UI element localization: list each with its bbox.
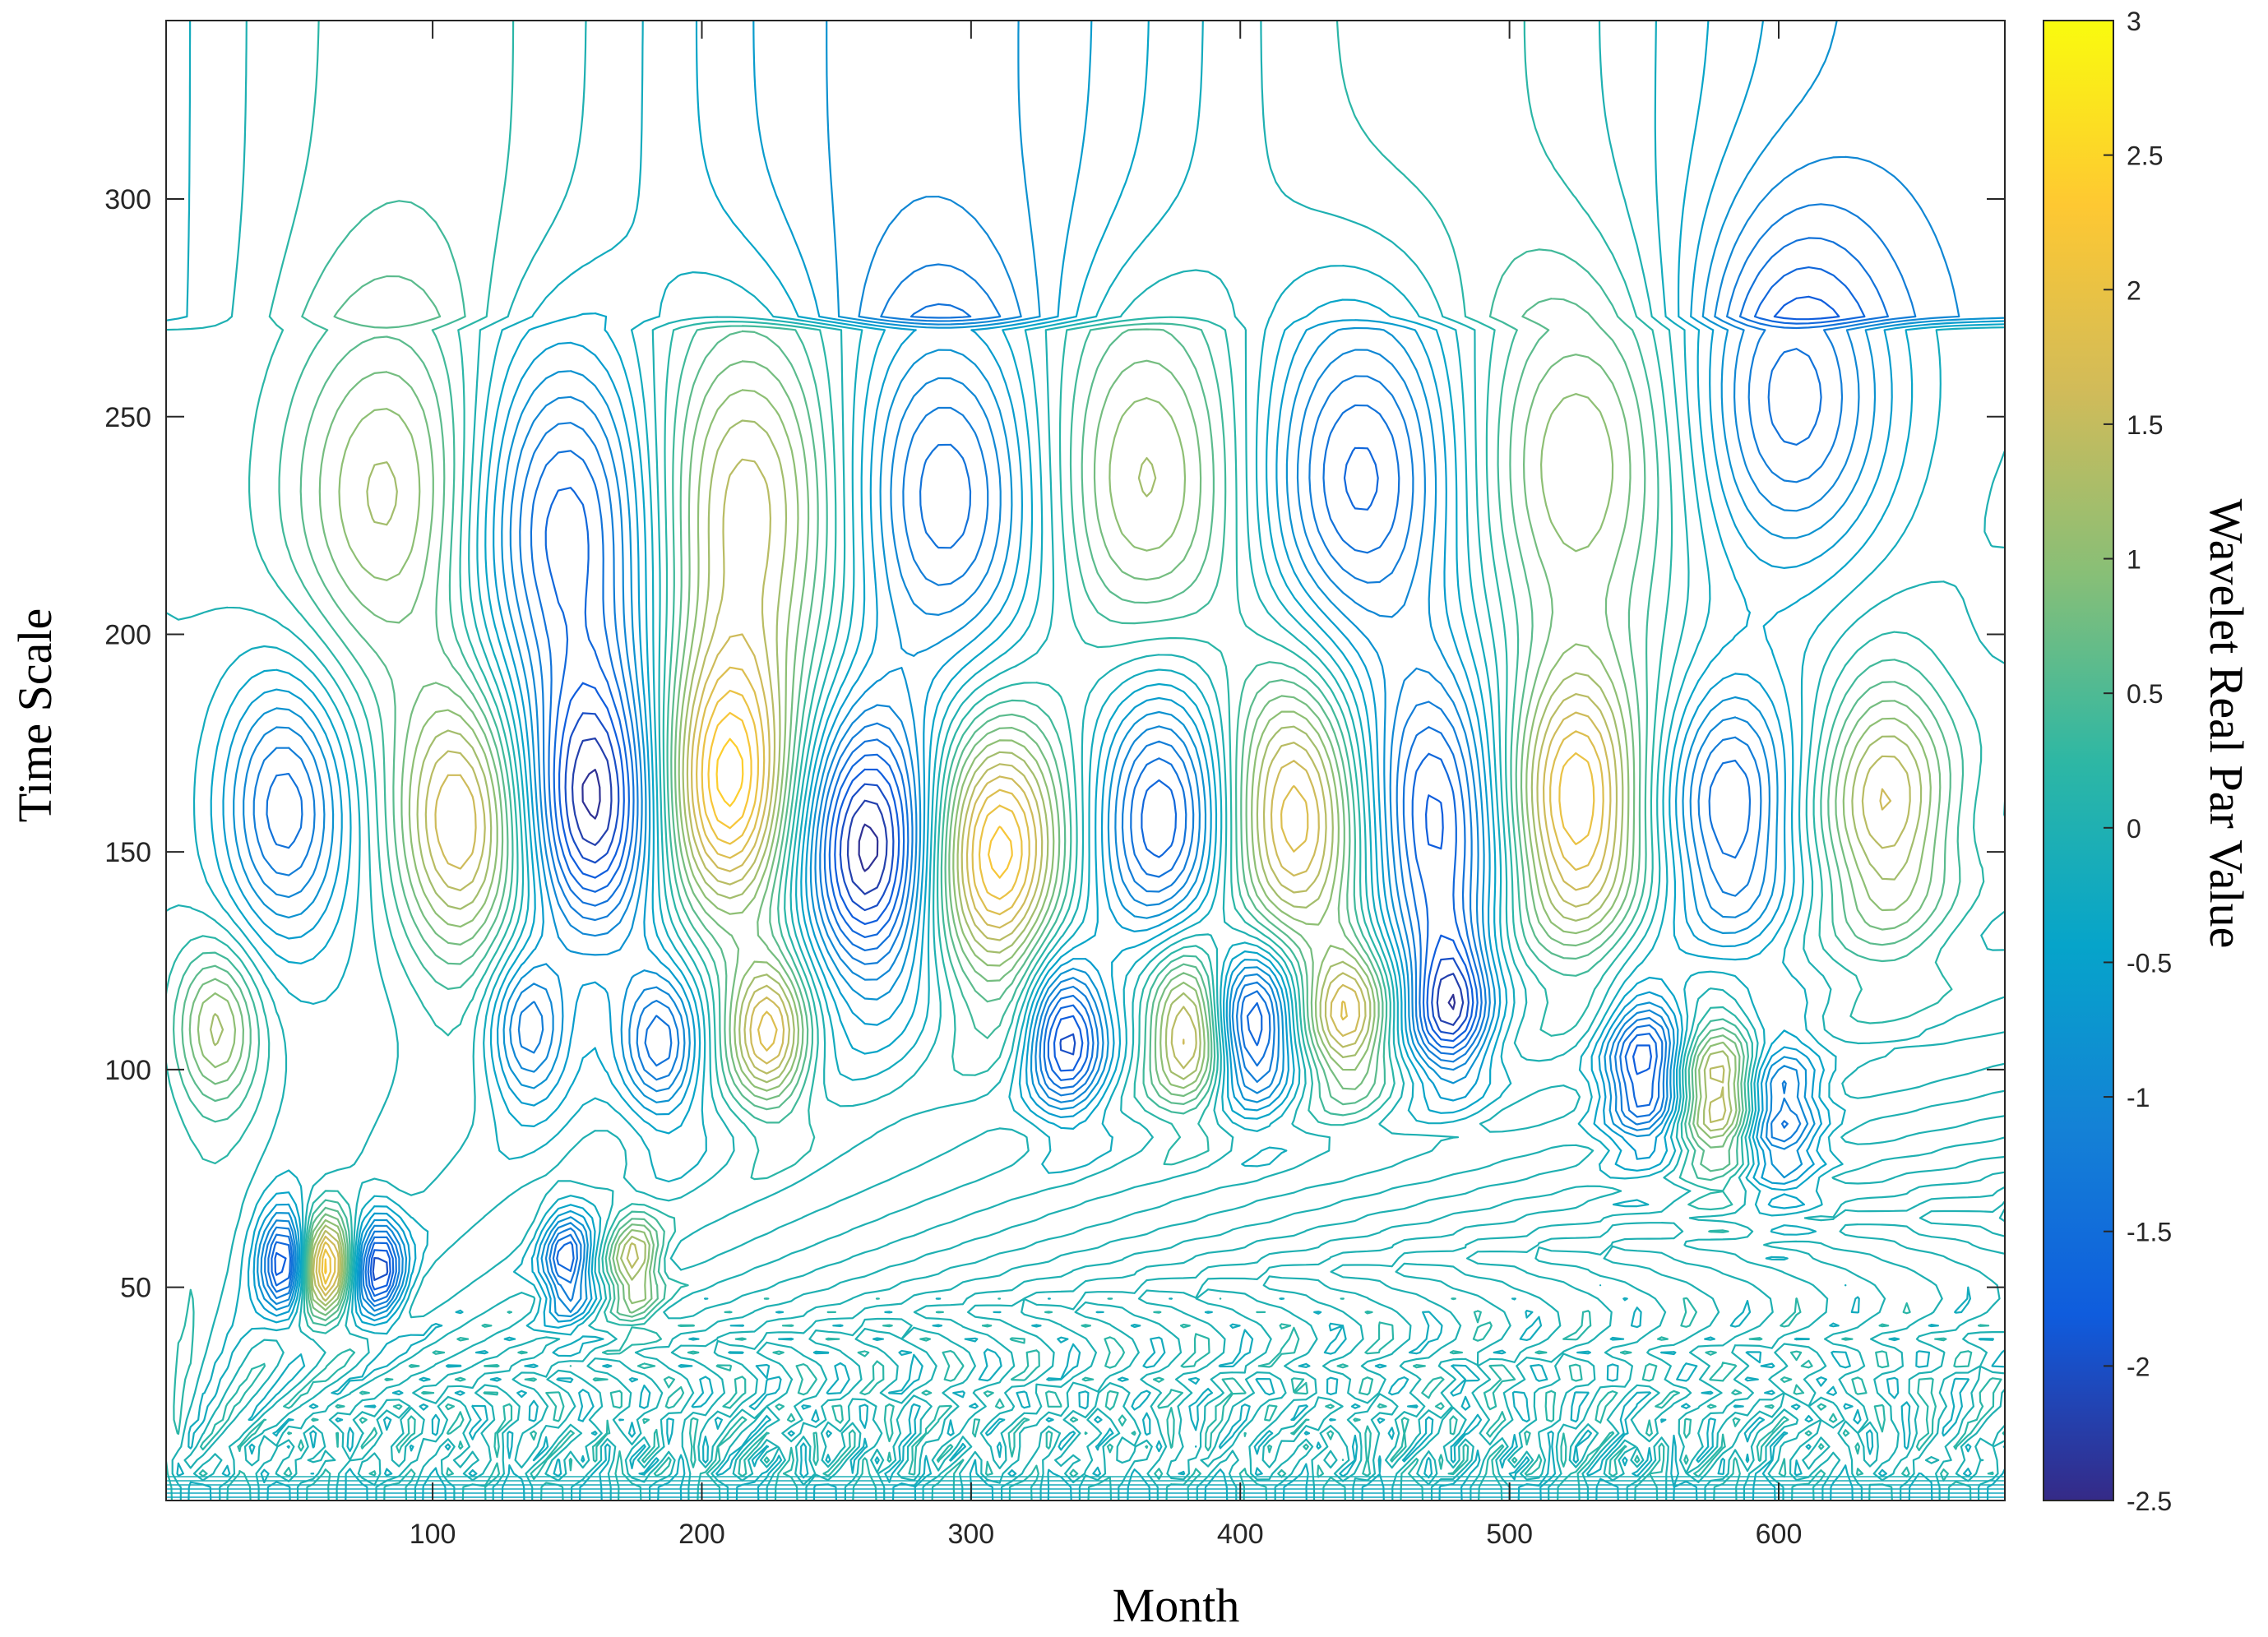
y-tick-label: 300 xyxy=(104,184,151,215)
contour-level xyxy=(315,633,1892,1297)
contour-level xyxy=(243,155,1960,1313)
colorbar-ticks: 3 2.5 2 1.5 1 0.5 0 -0.5 -1 -1.5 -2 -2.5 xyxy=(2104,7,2172,1516)
colorbar-tick-label: 2.5 xyxy=(2127,141,2163,171)
contour-level xyxy=(166,21,2005,1501)
colorbar-tick-label: 1.5 xyxy=(2127,410,2163,440)
contour-level xyxy=(197,389,1932,1311)
colorbar-tick-label: -1.5 xyxy=(2127,1218,2172,1247)
x-tick-label: 200 xyxy=(678,1519,725,1550)
contour-level xyxy=(233,21,2005,1318)
y-axis-ticks: 50 100 150 200 250 300 xyxy=(104,184,2005,1304)
contour-level xyxy=(324,711,1013,1274)
colorbar-tick-label: 2 xyxy=(2127,275,2141,305)
plot-frame xyxy=(165,20,2006,1501)
colorbar-tick-label: -2.5 xyxy=(2127,1487,2172,1516)
contour-level xyxy=(173,200,1965,1327)
contour-level xyxy=(271,266,1866,1297)
contour-level xyxy=(252,203,1917,1307)
x-tick-label: 500 xyxy=(1486,1519,1533,1550)
contour-level xyxy=(181,275,1951,1321)
y-axis-title: Time Scale xyxy=(8,608,62,822)
contour-level xyxy=(372,712,1470,1281)
contour-level xyxy=(166,21,2005,1501)
contour-level xyxy=(318,666,1604,1291)
x-axis-ticks: 100 200 300 400 500 600 xyxy=(410,21,1803,1550)
colorbar-tick-label: 1 xyxy=(2127,545,2141,575)
y-tick-label: 100 xyxy=(104,1055,151,1086)
contour-level xyxy=(715,738,744,807)
y-tick-label: 250 xyxy=(104,402,151,433)
colorbar xyxy=(2043,20,2114,1501)
contour-level xyxy=(210,419,1923,1306)
x-tick-label: 100 xyxy=(410,1519,456,1550)
contour-level xyxy=(222,21,2005,1323)
contour-level xyxy=(210,21,2005,1329)
contour-level xyxy=(274,295,1840,1291)
contour-level xyxy=(266,237,1889,1302)
y-tick-label: 50 xyxy=(120,1273,151,1304)
contour-level xyxy=(166,21,2005,1501)
contour-level xyxy=(321,689,1595,1285)
contour-lines xyxy=(166,21,2005,1501)
y-tick-label: 200 xyxy=(104,619,151,650)
contour-level xyxy=(581,769,1456,1010)
contour-level xyxy=(188,354,1942,1316)
colorbar-tick-label: 3 xyxy=(2127,7,2141,36)
contour-level xyxy=(571,738,1465,1026)
y-tick-label: 150 xyxy=(104,837,151,868)
contour-level xyxy=(312,458,1911,1302)
colorbar-tick-label: 0.5 xyxy=(2127,679,2163,709)
x-tick-label: 300 xyxy=(947,1519,994,1550)
colorbar-tick-label: -0.5 xyxy=(2127,948,2172,978)
colorbar-tick-label: -2 xyxy=(2127,1352,2150,1381)
colorbar-tick-label: 0 xyxy=(2127,814,2141,844)
colorbar-title: Wavelet Real Par Value xyxy=(2200,499,2253,949)
x-axis-title: Month xyxy=(1113,1579,1240,1632)
x-tick-label: 400 xyxy=(1217,1519,1264,1550)
x-tick-label: 600 xyxy=(1756,1519,1803,1550)
plot-area xyxy=(166,21,2005,1501)
colorbar-tick-label: -1 xyxy=(2127,1083,2150,1112)
